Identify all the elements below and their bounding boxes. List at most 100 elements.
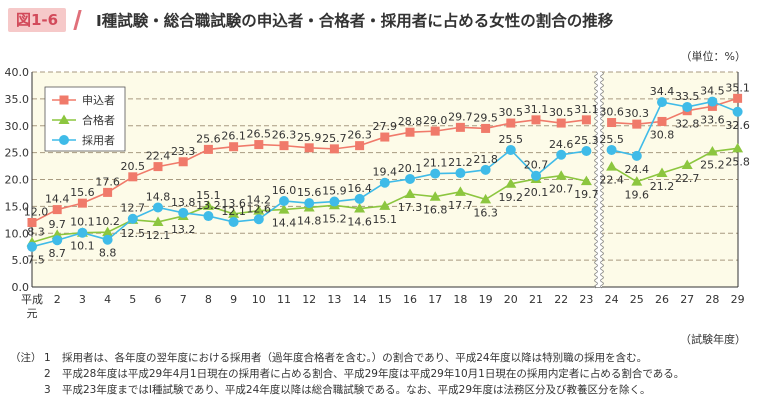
- axis-break-gap: [596, 72, 602, 287]
- data-point-triangle: [354, 203, 366, 213]
- data-label: 30.5: [499, 106, 524, 119]
- data-label: 20.1: [524, 186, 549, 199]
- data-label: 15.1: [196, 189, 221, 202]
- x-tick-label: 11: [277, 293, 291, 306]
- series-line-合格者: [611, 147, 738, 183]
- data-point-circle: [455, 168, 466, 179]
- data-label: 9.7: [48, 218, 66, 231]
- x-tick-label: 25: [630, 293, 644, 306]
- x-tick-label: 26: [655, 293, 669, 306]
- data-label: 16.3: [473, 206, 498, 219]
- data-label: 24.4: [625, 163, 650, 176]
- data-point-square: [657, 116, 667, 126]
- data-label: 29.5: [473, 111, 498, 124]
- data-label: 14.4: [272, 217, 297, 230]
- data-label: 14.4: [45, 193, 70, 206]
- x-tick-label: 19: [479, 293, 493, 306]
- data-label: 25.3: [574, 134, 599, 147]
- data-label: 22.4: [146, 150, 171, 163]
- data-label: 17.3: [398, 201, 423, 214]
- data-label: 23.3: [171, 145, 196, 158]
- data-point-circle: [505, 144, 516, 155]
- data-label: 13.2: [171, 223, 196, 236]
- data-point-circle: [329, 196, 340, 207]
- data-point-square: [455, 122, 465, 132]
- data-label: 13.2: [196, 199, 221, 212]
- data-label: 14.8: [146, 190, 171, 203]
- data-label: 26.3: [272, 129, 297, 142]
- data-point-circle: [27, 241, 37, 252]
- data-point-square: [632, 119, 642, 129]
- x-tick-label: 20: [504, 293, 518, 306]
- data-point-circle: [682, 101, 693, 112]
- notes: （注） 1 採用者は、各年度の翌年度における採用者（過年度合格者を含む。）の割合であ…: [10, 350, 684, 398]
- data-label: 30.8: [650, 128, 675, 141]
- data-label: 25.6: [196, 132, 221, 145]
- data-label: 12.5: [121, 227, 146, 240]
- data-label: 13.6: [221, 197, 246, 210]
- data-label: 10.1: [70, 216, 95, 229]
- data-point-square: [329, 144, 339, 154]
- data-point-triangle: [379, 200, 391, 210]
- x-tick-label: 7: [180, 293, 187, 306]
- y-tick-label: 15.0: [5, 200, 30, 213]
- legend-label: 合格者: [82, 113, 115, 127]
- data-label: 13.8: [171, 196, 196, 209]
- data-label: 21.1: [423, 157, 448, 170]
- data-point-circle: [480, 164, 491, 175]
- data-label: 16.8: [423, 204, 448, 217]
- data-label: 34.5: [700, 85, 725, 98]
- x-tick-label: 14: [353, 293, 367, 306]
- data-label: 22.7: [675, 172, 700, 185]
- data-label: 15.1: [373, 213, 398, 226]
- y-tick-label: 40.0: [5, 66, 30, 79]
- data-label: 22.4: [599, 174, 624, 187]
- data-point-circle: [279, 196, 289, 206]
- data-point-triangle: [732, 142, 744, 153]
- data-label: 25.5: [599, 133, 624, 146]
- data-label: 12.1: [221, 205, 246, 218]
- unit-label: （単位：%）: [680, 50, 746, 63]
- data-point-triangle: [681, 159, 693, 169]
- data-point-triangle: [606, 161, 618, 171]
- data-label: 21.2: [448, 156, 473, 169]
- data-point-square: [229, 142, 239, 152]
- x-tick-label: 23: [579, 293, 593, 306]
- x-tick-label: 9: [230, 293, 237, 306]
- data-point-square: [506, 118, 516, 128]
- x-tick-label: 6: [155, 293, 162, 306]
- y-tick-label: 35.0: [5, 93, 30, 106]
- data-label: 19.7: [574, 188, 599, 201]
- data-label: 12.7: [121, 202, 146, 215]
- x-tick-label: 2: [54, 293, 61, 306]
- data-point-triangle: [152, 216, 164, 226]
- x-tick-label: 12: [302, 293, 316, 306]
- data-label: 25.7: [322, 132, 347, 145]
- data-label: 30.6: [599, 106, 624, 119]
- data-point-square: [430, 126, 440, 136]
- data-label: 32.6: [725, 119, 750, 132]
- data-label: 8.3: [27, 225, 45, 238]
- data-point-triangle: [202, 200, 214, 210]
- data-point-triangle: [253, 205, 265, 215]
- x-tick-label: 27: [680, 293, 694, 306]
- data-label: 16.4: [347, 182, 372, 195]
- data-label: 20.5: [121, 160, 146, 173]
- data-label: 30.5: [549, 106, 574, 119]
- data-point-square: [128, 172, 138, 182]
- x-tick-label: 15: [378, 293, 392, 306]
- x-tick-label-suffix: 元: [27, 307, 38, 320]
- data-point-square: [178, 157, 188, 167]
- x-axis-title: （試験年度）: [680, 333, 746, 346]
- data-point-circle: [52, 235, 63, 246]
- note-3: 3 平成23年度まではⅠ種試験であり、平成24年度以降は総合職試験である。なお、平…: [44, 384, 651, 396]
- axis-break-mark: [600, 71, 604, 289]
- x-tick-label: 21: [529, 293, 543, 306]
- y-tick-label: 10.0: [5, 227, 30, 240]
- x-tick-label: 5: [129, 293, 136, 306]
- data-point-circle: [253, 214, 264, 225]
- note-1: （注） 1 採用者は、各年度の翌年度における採用者（過年度合格者を含む。）の割合であ…: [10, 352, 648, 364]
- data-point-triangle: [429, 191, 441, 201]
- data-label: 27.9: [373, 120, 398, 133]
